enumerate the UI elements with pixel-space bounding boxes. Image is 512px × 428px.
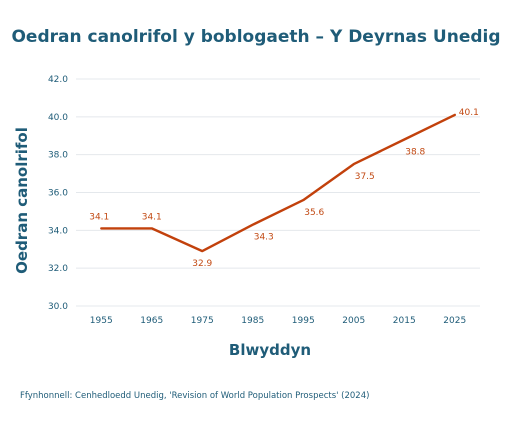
x-tick-label: 2005 <box>342 316 365 326</box>
data-label: 40.1 <box>459 108 479 118</box>
data-label: 32.9 <box>192 259 212 269</box>
y-tick-label: 32.0 <box>48 264 68 274</box>
y-tick-label: 30.0 <box>48 302 68 312</box>
gridlines <box>76 78 480 307</box>
x-tick-label: 1985 <box>241 316 264 326</box>
x-tick-label: 1965 <box>140 316 163 326</box>
series-line <box>100 113 456 253</box>
x-tick-label: 1975 <box>191 316 214 326</box>
x-tick-label: 2025 <box>443 316 466 326</box>
x-axis-ticks: 1955 1965 1975 1985 1995 2005 2015 2025 <box>90 316 466 326</box>
chart-title: Oedran canolrifol y boblogaeth – Y Deyrn… <box>11 27 500 47</box>
y-tick-label: 34.0 <box>48 226 68 236</box>
y-axis-title: Oedran canolrifol <box>13 127 31 274</box>
x-tick-label: 1995 <box>292 316 315 326</box>
y-tick-label: 40.0 <box>48 113 68 123</box>
x-tick-label: 1955 <box>90 316 113 326</box>
x-axis-title: Blwyddyn <box>229 341 311 359</box>
x-tick-label: 2015 <box>393 316 416 326</box>
data-labels: 34.1 34.1 32.9 34.3 35.6 37.5 38.8 40.1 <box>89 108 479 269</box>
y-tick-label: 38.0 <box>48 151 68 161</box>
y-tick-label: 42.0 <box>48 75 68 85</box>
data-label: 34.3 <box>254 233 274 243</box>
data-label: 34.1 <box>142 212 162 222</box>
y-tick-label: 36.0 <box>48 189 68 199</box>
data-label: 34.1 <box>89 212 109 222</box>
data-label: 35.6 <box>304 208 324 218</box>
data-label: 38.8 <box>405 148 425 158</box>
data-label: 37.5 <box>355 172 375 182</box>
y-axis-ticks: 30.0 32.0 34.0 36.0 38.0 40.0 42.0 <box>48 75 68 312</box>
source-note: Ffynhonnell: Cenhedloedd Unedig, 'Revisi… <box>20 391 369 401</box>
